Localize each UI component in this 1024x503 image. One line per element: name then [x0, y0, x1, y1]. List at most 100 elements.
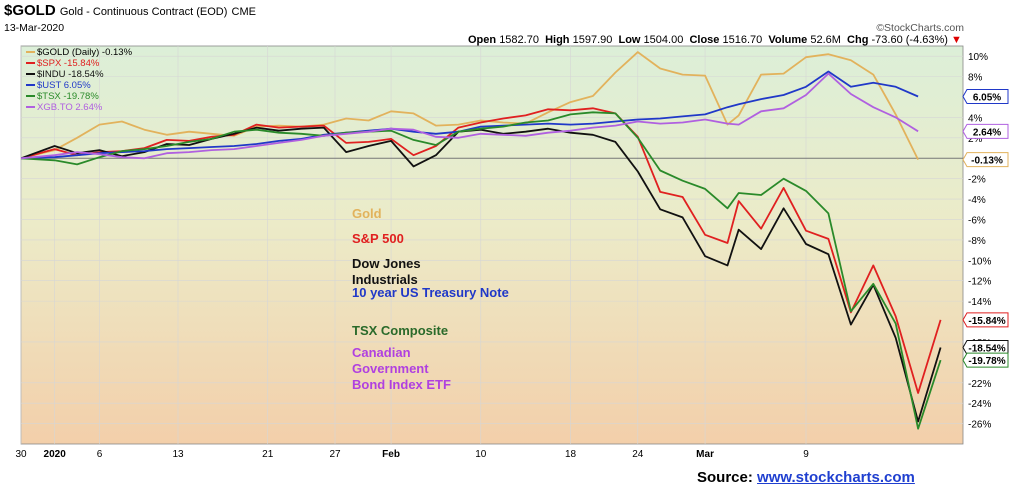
- open-label: Open: [468, 34, 497, 46]
- end-label-box: [962, 89, 1009, 105]
- y-tick-label: -14%: [968, 297, 991, 308]
- x-tick-label: 21: [262, 449, 274, 460]
- y-tick-label: -10%: [968, 256, 991, 267]
- legend-item-spx: $SPX -15.84%: [26, 58, 99, 69]
- legend-label: XGB.TO 2.64%: [37, 102, 103, 113]
- volume-label: Volume: [768, 34, 808, 46]
- end-value-label: -18.54%: [962, 339, 1009, 355]
- end-value-label: 6.05%: [962, 89, 1009, 105]
- x-tick-label: 13: [172, 449, 184, 460]
- end-label-box: [962, 123, 1009, 139]
- x-tick-label: 2020: [44, 449, 67, 460]
- legend-swatch: [26, 62, 35, 65]
- y-tick-label: -24%: [968, 399, 991, 410]
- legend-label: $UST 6.05%: [37, 80, 91, 91]
- end-label-box: [962, 312, 1009, 328]
- low-value: 1504.00: [643, 34, 684, 46]
- y-tick-label: 2%: [968, 134, 983, 145]
- y-tick-label: -8%: [968, 236, 986, 247]
- y-tick-label: -12%: [968, 277, 991, 288]
- header-date: 13-Mar-2020: [4, 22, 65, 34]
- description: Gold - Continuous Contract (EOD): [59, 6, 228, 18]
- series-line-2: [21, 126, 942, 423]
- y-tick-label: -22%: [968, 379, 991, 390]
- y-tick-label: 8%: [968, 73, 983, 84]
- symbol: $GOLD: [4, 2, 56, 19]
- source-label: Source:: [697, 469, 753, 486]
- x-tick-label: Feb: [382, 449, 400, 460]
- legend-swatch: [26, 84, 35, 87]
- open-value: 1582.70: [499, 34, 539, 46]
- legend-label: $TSX -19.78%: [37, 91, 99, 102]
- series-line-5: [21, 72, 919, 160]
- exchange: CME: [231, 6, 256, 18]
- header-provider: ©StockCharts.com: [876, 22, 964, 34]
- legend-item-gold: $GOLD (Daily) -0.13%: [26, 47, 132, 58]
- legend-item-ust: $UST 6.05%: [26, 80, 91, 91]
- y-tick-label: -6%: [968, 215, 986, 226]
- end-label-box: [962, 352, 1009, 368]
- legend-item-indu: $INDU -18.54%: [26, 69, 104, 80]
- end-value-label: -19.78%: [962, 352, 1009, 368]
- annotation-gold: Gold: [352, 206, 382, 221]
- close-value: 1516.70: [722, 34, 763, 46]
- chg-down-arrow-icon: ▼: [951, 34, 962, 46]
- legend-swatch: [26, 73, 35, 76]
- legend-label: $GOLD (Daily) -0.13%: [37, 47, 133, 58]
- x-tick-label: 9: [803, 449, 809, 460]
- annotation-tsx: TSX Composite: [352, 323, 449, 338]
- y-tick-label: 10%: [968, 52, 988, 63]
- volume-value: 52.6M: [810, 34, 841, 46]
- end-label-text: 6.05%: [973, 93, 1001, 104]
- plot-background: [20, 45, 964, 445]
- end-label-text: -19.78%: [968, 356, 1005, 367]
- legend-item-xgb: XGB.TO 2.64%: [26, 102, 102, 113]
- x-axis: 30 2020 6 13 21 27 Feb 10 18 24 Mar 9: [15, 449, 809, 460]
- end-value-label: -0.13%: [962, 152, 1009, 168]
- y-tick-label: -4%: [968, 195, 986, 206]
- legend-swatch: [26, 95, 35, 98]
- x-tick-label: 6: [97, 449, 103, 460]
- annotation-dow: Dow Jones Industrials: [352, 256, 421, 287]
- end-label-box: [962, 152, 1009, 168]
- series-line-3: [21, 70, 919, 160]
- legend-item-tsx: $TSX -19.78%: [26, 91, 99, 102]
- chart-header-title: $GOLD Gold - Continuous Contract (EOD) C…: [4, 2, 256, 19]
- low-label: Low: [618, 34, 641, 46]
- legend-label: $INDU -18.54%: [37, 69, 104, 80]
- x-tick-label: 24: [632, 449, 644, 460]
- x-tick-label: Mar: [696, 449, 714, 460]
- end-value-label: 2.64%: [962, 123, 1009, 139]
- legend-swatch: [26, 106, 35, 109]
- high-value: 1597.90: [572, 34, 613, 46]
- series-line-1: [21, 107, 942, 394]
- gridlines: [20, 46, 963, 444]
- y-tick-label: 4%: [968, 113, 983, 124]
- x-tick-label: 27: [329, 449, 341, 460]
- annotation-spx: S&P 500: [352, 231, 404, 246]
- series-line-4: [21, 111, 942, 430]
- header-ohlc: Open 1582.70 High 1597.90 Low 1504.00 Cl…: [468, 34, 962, 46]
- y-tick-label: -26%: [968, 420, 991, 431]
- end-labels: 6.05% 2.64% -0.13% -15.84% -18.54% -19.78%: [962, 89, 1009, 368]
- y-axis: 10%8%4%2%-2%-4%-6%-8%-10%-12%-14%-18%-22…: [968, 52, 991, 430]
- legend-swatch: [26, 51, 35, 54]
- series-line-0: [21, 51, 919, 160]
- source-link[interactable]: www.stockcharts.com: [757, 469, 915, 486]
- high-label: High: [545, 34, 570, 46]
- end-label-text: -0.13%: [971, 156, 1003, 167]
- chg-label: Chg: [847, 34, 869, 46]
- x-tick-label: 10: [475, 449, 487, 460]
- legend-label: $SPX -15.84%: [37, 58, 100, 69]
- annotation-treasury: 10 year US Treasury Note: [352, 285, 509, 300]
- end-label-text: -18.54%: [968, 343, 1005, 354]
- end-value-label: -15.84%: [962, 312, 1009, 328]
- end-label-text: -15.84%: [968, 316, 1005, 327]
- end-label-text: 2.64%: [973, 127, 1001, 138]
- x-tick-label: 18: [565, 449, 577, 460]
- x-tick-label: 30: [15, 449, 27, 460]
- y-tick-label: -2%: [968, 175, 986, 186]
- chg-value: -73.60 (-4.63%): [871, 34, 948, 46]
- annotation-cgb: Canadian Government Bond Index ETF: [352, 345, 451, 392]
